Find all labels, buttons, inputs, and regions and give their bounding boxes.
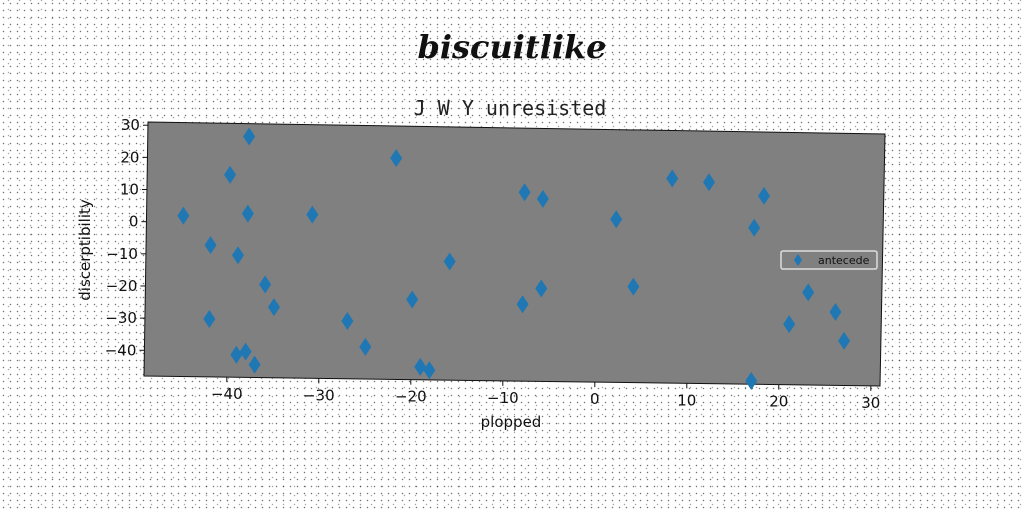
legend-marker <box>794 254 802 266</box>
x-tick-label: 30 <box>861 394 880 412</box>
legend[interactable]: antecede <box>780 250 878 270</box>
data-point <box>230 345 243 364</box>
chart-title: J W Y unresisted <box>414 96 607 120</box>
x-tick-label: 10 <box>677 391 696 409</box>
data-point <box>241 204 254 223</box>
data-point <box>783 315 796 334</box>
data-point <box>666 169 679 188</box>
data-point <box>516 295 529 314</box>
plot-area <box>143 121 886 387</box>
data-point <box>758 186 771 205</box>
y-tick-label: 0 <box>129 213 139 231</box>
y-tick-label: 20 <box>120 148 139 166</box>
x-axis-label: plopped <box>481 413 542 431</box>
x-tick-label: −40 <box>211 385 243 403</box>
legend-box <box>780 250 878 270</box>
data-point <box>341 312 354 331</box>
y-axis-label: discerptibility <box>76 199 94 301</box>
data-point <box>610 210 623 229</box>
y-tick-label: 30 <box>121 116 140 134</box>
y-tick-label: −30 <box>105 309 137 327</box>
y-tick-label: −40 <box>105 341 137 359</box>
data-point <box>248 355 261 374</box>
data-point <box>390 149 403 168</box>
data-point <box>518 183 531 202</box>
super-title: biscuitlike <box>417 28 607 66</box>
data-point <box>829 302 842 321</box>
data-point <box>203 310 216 329</box>
data-point <box>406 290 419 309</box>
data-point <box>536 189 549 208</box>
x-axis: −40 −30 −20 −10 0 10 20 30 <box>211 377 880 412</box>
data-point <box>702 173 715 192</box>
legend-entry-antecede: antecede <box>818 254 870 267</box>
y-tick-label: −20 <box>106 277 138 295</box>
y-tick-label: −10 <box>106 245 138 263</box>
data-point <box>259 275 272 294</box>
data-point <box>204 236 217 255</box>
x-tick-label: −20 <box>395 388 427 406</box>
x-tick-label: −10 <box>487 389 519 407</box>
data-point <box>535 279 548 298</box>
data-point <box>177 206 190 225</box>
data-point <box>306 205 319 224</box>
data-point <box>802 283 815 302</box>
data-point <box>443 252 456 271</box>
y-axis: 30 20 10 0 −10 −20 −30 −40 <box>105 116 148 359</box>
x-tick-label: 0 <box>590 390 600 408</box>
data-point <box>414 357 427 376</box>
data-point <box>359 337 372 356</box>
x-tick-label: −30 <box>303 386 335 404</box>
y-tick-label: 10 <box>120 181 139 199</box>
data-point <box>267 298 280 317</box>
x-tick-label: 20 <box>769 393 788 411</box>
data-point <box>231 246 244 265</box>
data-point <box>748 218 761 237</box>
data-point <box>745 372 758 391</box>
data-point <box>243 127 256 146</box>
data-point <box>627 277 640 296</box>
data-point <box>224 165 237 184</box>
data-point <box>239 342 252 361</box>
data-point <box>423 361 436 380</box>
points-layer <box>177 127 851 391</box>
data-point <box>838 331 851 350</box>
